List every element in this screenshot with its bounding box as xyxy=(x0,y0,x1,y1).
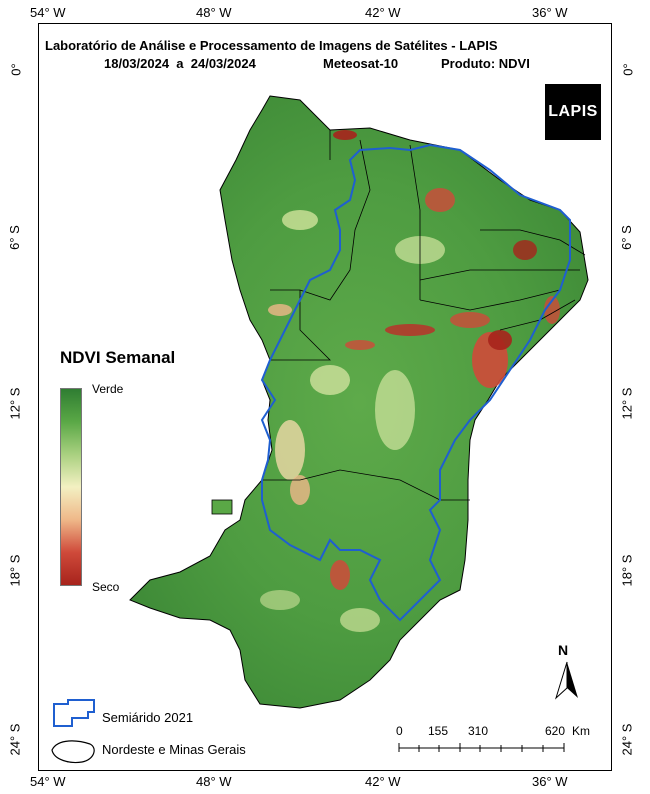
product-name: Produto: NDVI xyxy=(441,56,530,71)
scale-unit: Km xyxy=(572,724,590,738)
lon-label-54w-bottom: 54° W xyxy=(30,774,66,789)
scale-tick-155: 155 xyxy=(428,724,449,738)
region-outline xyxy=(129,95,589,709)
lapis-logo: LAPIS xyxy=(545,84,601,140)
north-label: N xyxy=(558,642,569,658)
scale-tick-310: 310 xyxy=(468,724,489,738)
colorbar-low-label: Seco xyxy=(92,580,120,594)
lon-label-54w: 54° W xyxy=(30,5,66,20)
state-borders xyxy=(262,130,586,501)
logo-text: LAPIS xyxy=(548,103,598,120)
semiarid-label: Semiárido 2021 xyxy=(102,710,194,725)
lon-label-42w-bottom: 42° W xyxy=(365,774,401,789)
legend-title: NDVI Semanal xyxy=(60,348,176,367)
scale-tick-0: 0 xyxy=(396,724,403,738)
ndvi-colorbar xyxy=(60,388,82,586)
lon-label-48w-bottom: 48° W xyxy=(196,774,232,789)
lon-label-42w: 42° W xyxy=(365,5,401,20)
semiarid-symbol xyxy=(53,699,95,727)
region-symbol xyxy=(51,740,95,764)
lon-label-36w: 36° W xyxy=(532,5,568,20)
lon-label-36w-bottom: 36° W xyxy=(532,774,568,789)
date-range: 18/03/2024 a 24/03/2024 xyxy=(104,56,256,71)
satellite-name: Meteosat-10 xyxy=(323,56,399,71)
north-arrow-icon xyxy=(554,661,578,700)
lon-label-48w: 48° W xyxy=(196,5,232,20)
semiarid-boundary xyxy=(260,143,571,622)
lab-title: Laboratório de Análise e Processamento d… xyxy=(45,38,498,53)
region-label: Nordeste e Minas Gerais xyxy=(102,742,246,757)
scale-bar xyxy=(398,743,565,752)
colorbar-high-label: Verde xyxy=(92,382,124,396)
island-patch xyxy=(211,499,233,515)
scale-tick-620: 620 xyxy=(545,724,566,738)
legend-symbols xyxy=(51,699,95,764)
